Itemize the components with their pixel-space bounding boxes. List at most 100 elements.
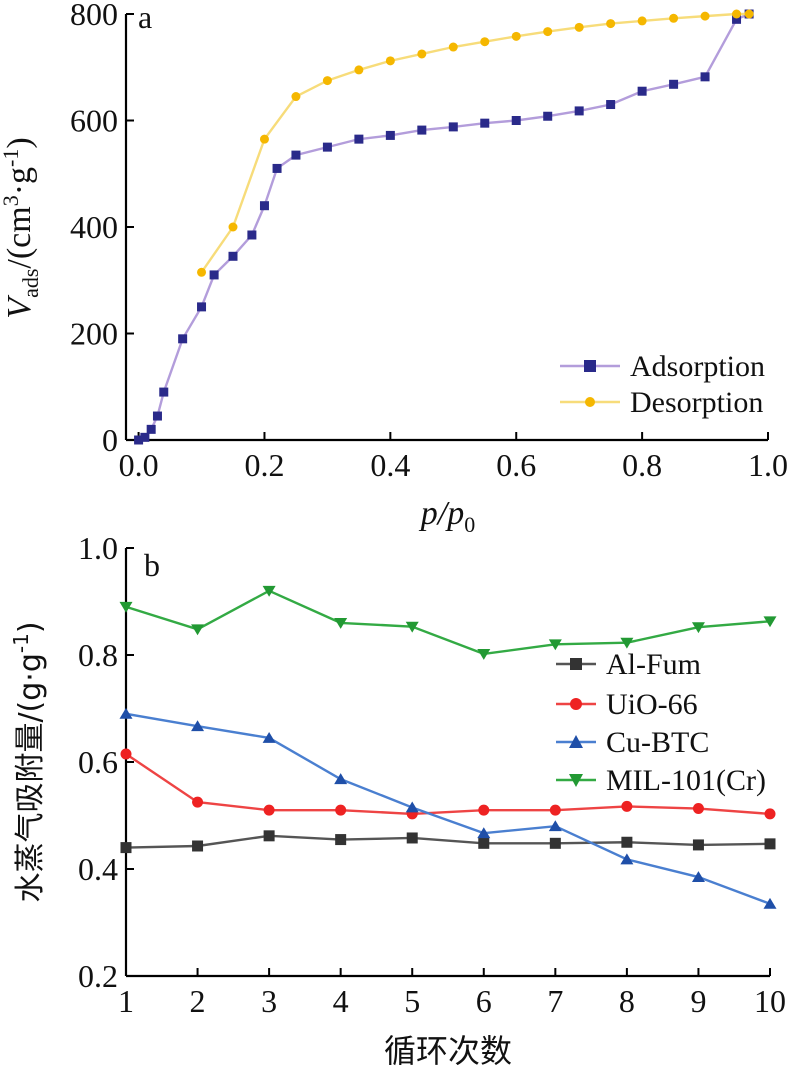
- panel-a-series-adsorption-point: [448, 122, 458, 132]
- panel-b-series-mil-101-cr-point: [262, 585, 276, 597]
- panel-a-y-tick-label: 600: [70, 103, 118, 139]
- panel-a-series-adsorption-point: [152, 411, 162, 421]
- panel-b-series-cu-btc-point: [405, 801, 419, 813]
- panel-a-x-tick-label: 0.2: [244, 447, 284, 483]
- panel-b-series-al-fum-point: [621, 836, 633, 848]
- panel-a-series-adsorption-point: [669, 79, 679, 89]
- panel-a-x-tick-label: 0.4: [370, 447, 410, 483]
- panel-a-series-adsorption-point: [134, 435, 144, 445]
- panel-b-series-uio-66-point: [549, 804, 561, 816]
- panel-a-series-desorption-point: [417, 49, 427, 59]
- panel-a-series-adsorption-point: [247, 230, 257, 240]
- panel-b-x-tick-label: 4: [333, 983, 349, 1019]
- panel-a-series-adsorption-point: [209, 270, 219, 280]
- panel-b-x-tick-label: 5: [404, 983, 420, 1019]
- panel-b-y-tick-label: 0.4: [78, 851, 118, 887]
- panel-b: 1 2 3 4 5 6 7 8 9 10 0.2 0.4 0.6 0.8 1.0 b 水蒸气吸附量/(g·g…: [9, 530, 786, 1070]
- panel-b-series-mil-101-cr-point: [691, 622, 705, 634]
- panel-a-series-adsorption-point: [159, 387, 169, 397]
- panel-a-series-adsorption-point: [291, 150, 301, 160]
- panel-a-series-adsorption-point: [197, 302, 207, 312]
- panel-b-series-mil-101-cr-point: [477, 648, 491, 660]
- panel-b-ticks: 1 2 3 4 5 6 7 8 9 10 0.2 0.4 0.6 0.8 1.0: [78, 530, 786, 1019]
- legend-alfum-marker: [570, 658, 582, 670]
- panel-b-series-al-fum-point: [478, 837, 490, 849]
- panel-b-series-uio-66-point: [335, 804, 347, 816]
- panel-b-x-tick-label: 10: [754, 983, 786, 1019]
- panel-b-series-cu-btc-point: [262, 731, 276, 743]
- panel-b-series-al-fum-point: [192, 840, 204, 852]
- panel-a-series-adsorption-point: [322, 142, 332, 152]
- panel-a-series-adsorption-point: [354, 134, 364, 144]
- panel-b-series-al-fum-point: [263, 830, 275, 842]
- panel-a-legend: Adsorption Desorption: [560, 350, 765, 419]
- panel-a-x-tick-label: 0.0: [119, 447, 159, 483]
- panel-b-series-al-fum-point: [549, 837, 561, 849]
- panel-a-series-desorption-point: [259, 134, 269, 144]
- panel-b-series-uio-66-point: [621, 800, 633, 812]
- panel-a-series-adsorption-point: [228, 251, 238, 261]
- legend-uio66-marker: [570, 698, 582, 710]
- panel-b-x-tick-label: 9: [690, 983, 706, 1019]
- panel-b-series-uio-66-point: [478, 804, 490, 816]
- panel-b-series-mil-101-cr-point: [548, 639, 562, 651]
- panel-b-series-uio-66-point: [764, 808, 776, 820]
- panel-b-label: b: [144, 547, 160, 583]
- panel-b-y-tick-label: 0.8: [78, 637, 118, 673]
- panel-a-label: a: [138, 0, 152, 35]
- panel-b-y-tick-label: 0.6: [78, 744, 118, 780]
- panel-a-series-desorption-point: [700, 11, 710, 21]
- panel-b-series-mil-101-cr-point: [620, 637, 634, 649]
- panel-b-series-cu-btc-point: [119, 707, 133, 719]
- panel-a-series-desorption-point: [228, 222, 238, 232]
- panel-b-series-al-fum-point: [692, 839, 704, 851]
- legend-desorption-label: Desorption: [630, 386, 763, 419]
- panel-b-series-mil-101-cr-point: [334, 617, 348, 629]
- panel-b-series: [119, 585, 777, 909]
- panel-a-y-tick-label: 800: [70, 0, 118, 32]
- panel-b-series-al-fum-point: [406, 832, 418, 844]
- legend-desorption-marker: [585, 397, 595, 407]
- legend-cubtc-label: Cu-BTC: [606, 726, 709, 759]
- panel-a-y-axis-title: Vads/(cm3·g-1): [0, 137, 43, 318]
- panel-a-series-desorption-point: [354, 65, 364, 75]
- panel-a-series-adsorption-point: [385, 130, 395, 140]
- panel-a: 0.0 0.2 0.4 0.6 0.8 1.0 0 200 400 600 800 a Vads/(…: [0, 0, 788, 537]
- panel-a-series-desorption-point: [511, 31, 521, 41]
- panel-a-y-tick-label: 0: [102, 422, 118, 458]
- panel-a-series-desorption-point: [574, 22, 584, 32]
- panel-a-series-desorption-point: [197, 267, 207, 277]
- panel-b-series-uio-66-point: [192, 796, 204, 808]
- panel-b-series-mil-101-cr-point: [191, 624, 205, 636]
- panel-b-series-uio-66-point: [120, 748, 132, 760]
- panel-a-series-adsorption-point: [146, 424, 156, 434]
- panel-a-series-adsorption-point: [259, 201, 269, 211]
- panel-b-series-uio-66-point: [692, 803, 704, 815]
- panel-a-series-adsorption-line: [138, 12, 750, 442]
- panel-a-series-desorption-point: [448, 42, 458, 52]
- panel-b-x-tick-label: 3: [261, 983, 277, 1019]
- panel-b-series-al-fum-point: [120, 842, 132, 854]
- panel-b-series-cu-btc-point: [620, 853, 634, 865]
- panel-a-series-desorption-point: [637, 16, 647, 26]
- panel-b-y-tick-label: 1.0: [78, 530, 118, 566]
- panel-a-y-tick-label: 400: [70, 209, 118, 245]
- panel-b-series-cu-btc-point: [548, 820, 562, 832]
- panel-b-series-mil-101-cr-point: [405, 621, 419, 633]
- panel-b-series-cu-btc-point: [191, 720, 205, 732]
- panel-b-series-cu-btc-point: [334, 773, 348, 785]
- panel-a-series-adsorption-point: [417, 125, 427, 135]
- panel-a-series-desorption-point: [322, 76, 332, 86]
- panel-a-series-adsorption-point: [637, 86, 647, 96]
- panel-a-series-adsorption-point: [700, 72, 710, 82]
- panel-a-series-desorption-point: [606, 19, 616, 29]
- panel-b-series-uio-66-line: [125, 752, 771, 816]
- panel-b-series-cu-btc-point: [763, 897, 777, 909]
- panel-a-series-adsorption-point: [140, 432, 150, 442]
- panel-a-series-adsorption-point: [272, 163, 282, 173]
- panel-b-x-tick-label: 6: [476, 983, 492, 1019]
- panel-b-legend: Al-Fum UiO-66 Cu-BTC MIL-101(Cr): [556, 648, 766, 797]
- panel-a-x-tick-label: 0.8: [622, 447, 662, 483]
- panel-a-series-adsorption-point: [178, 334, 188, 344]
